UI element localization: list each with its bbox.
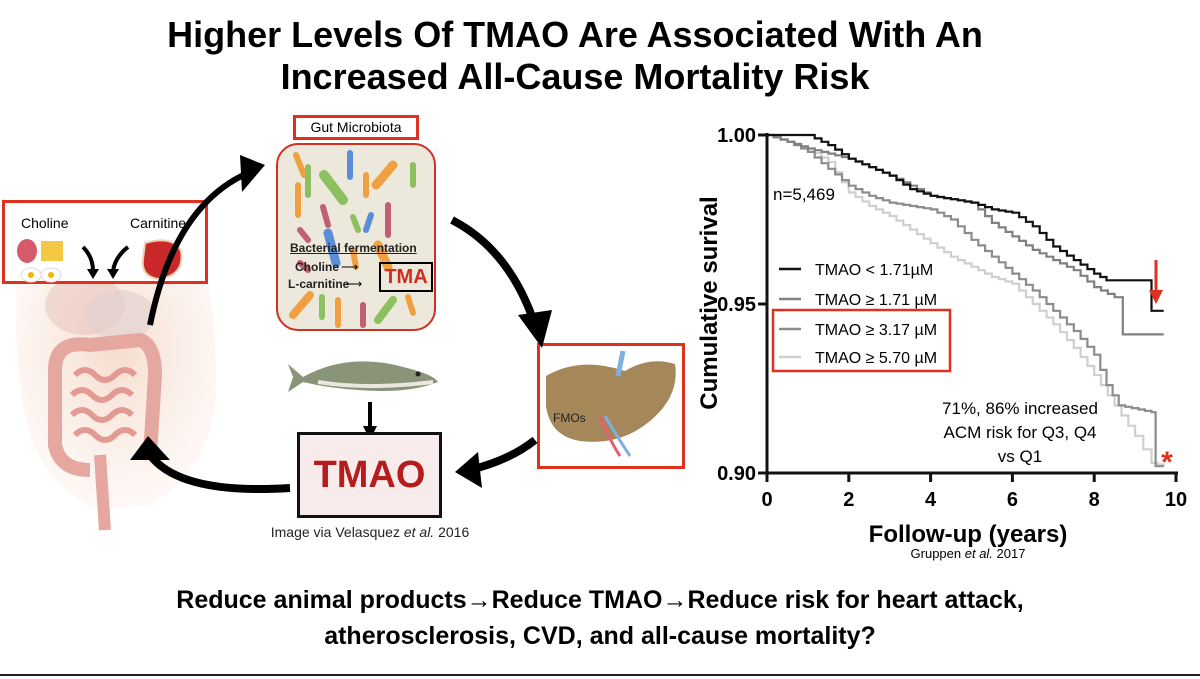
shellfish-icon	[17, 239, 37, 263]
liver-illustration	[546, 350, 676, 457]
legend-item: TMAO ≥ 1.71 µM	[779, 292, 937, 309]
gut-microbiota-label-box: Gut Microbiota	[293, 115, 419, 140]
sample-size-annotation: n=5,469	[773, 185, 835, 204]
bottom-line-2: atherosclerosis, CVD, and all-cause mort…	[324, 622, 876, 650]
carnitine-label: Carnitine	[130, 215, 187, 231]
food-icons	[17, 239, 183, 283]
significance-asterisk: *	[1161, 446, 1173, 479]
risk-annotation-line-1: 71%, 86% increased	[942, 399, 1098, 418]
bacteria-box: Bacterial fermentation Choline ⟶ L-carni…	[276, 143, 436, 331]
arrow-right-icon: ⟶	[341, 260, 359, 274]
slide-title: Higher Levels Of TMAO Are Associated Wit…	[0, 14, 1150, 98]
choline-arrow-label: Choline	[295, 260, 339, 274]
legend-label: TMAO ≥ 5.70 µM	[815, 350, 937, 367]
x-tick-label: 8	[1089, 489, 1100, 511]
bottom-divider	[0, 674, 1200, 676]
bottom-line-1: Reduce animal products→Reduce TMAO→Reduc…	[176, 586, 1024, 614]
eggs-icon	[20, 267, 62, 283]
axis-ticks: 0 2 4 6 8 10 0.90 0.95 1.00	[717, 125, 1187, 511]
tmao-box: TMAO	[297, 432, 442, 518]
title-line-1: Higher Levels Of TMAO Are Associated Wit…	[167, 14, 983, 55]
dietary-sources-box: Choline Carnitine	[2, 200, 208, 284]
curved-arrow-icon	[147, 155, 265, 326]
legend-item: TMAO ≥ 3.17 µM	[779, 322, 937, 339]
legend-highlight-box	[771, 308, 952, 373]
lcarnitine-arrow-label: L-carnitine	[288, 277, 350, 291]
survival-chart: 0 2 4 6 8 10 0.90 0.95 1.00 Cumulative surival F…	[696, 125, 1187, 561]
x-tick-label: 10	[1165, 489, 1187, 511]
liver-box: FMOs	[537, 343, 685, 469]
x-axis-label: Follow-up (years)	[869, 521, 1068, 548]
series-line-3	[767, 133, 1165, 467]
curved-arrow-icon	[130, 436, 291, 494]
bottom-message: Reduce animal products→Reduce TMAO→Reduc…	[0, 582, 1200, 654]
fish-illustration	[288, 361, 438, 392]
x-tick-label: 4	[925, 489, 937, 511]
x-tick-label: 6	[1007, 489, 1018, 511]
legend-item: TMAO < 1.71µM	[779, 262, 933, 279]
tma-label: TMA	[384, 266, 428, 288]
legend-label: TMAO ≥ 1.71 µM	[815, 292, 937, 309]
series-line-0	[767, 133, 1164, 312]
cycle-arrows	[130, 155, 552, 494]
gut-microbiota-label: Gut Microbiota	[310, 119, 402, 135]
tma-box: TMA	[379, 262, 433, 292]
choline-label: Choline	[21, 215, 69, 231]
title-line-2: Increased All-Cause Mortality Risk	[280, 56, 870, 97]
curved-arrow-icon	[455, 436, 538, 488]
chart-source: Gruppen et al. 2017	[911, 546, 1026, 561]
fmos-label: FMOs	[553, 411, 586, 425]
down-arrow-icon	[107, 245, 130, 279]
legend-item: TMAO ≥ 5.70 µM	[779, 350, 937, 367]
cheese-icon	[41, 241, 63, 261]
x-tick-label: 0	[761, 489, 772, 511]
survival-curves	[767, 133, 1165, 468]
tmao-label: TMAO	[313, 454, 426, 496]
x-tick-label: 2	[843, 489, 854, 511]
y-axis-label: Cumulative surival	[696, 196, 723, 409]
red-down-arrow-icon	[1149, 260, 1163, 304]
bacterial-fermentation-label: Bacterial fermentation	[290, 241, 417, 255]
curved-arrow-icon	[450, 216, 552, 348]
legend-label: TMAO ≥ 3.17 µM	[815, 322, 937, 339]
risk-annotation-line-2: ACM risk for Q3, Q4	[943, 423, 1096, 442]
y-tick-label: 1.00	[717, 125, 756, 147]
image-caption: Image via Velasquez et al. 2016	[270, 524, 470, 540]
y-tick-label: 0.95	[717, 294, 756, 316]
risk-annotation-line-3: vs Q1	[998, 447, 1042, 466]
intestine-illustration	[16, 245, 216, 531]
legend: TMAO < 1.71µM TMAO ≥ 1.71 µM TMAO ≥ 3.17 µ…	[779, 262, 937, 367]
tmao-pathway-diagram: Choline Carnitine Gut Microbiota	[0, 110, 690, 550]
legend-label: TMAO < 1.71µM	[815, 262, 933, 279]
series-line-2	[767, 133, 1164, 468]
y-tick-label: 0.90	[717, 463, 756, 485]
down-arrow-icon	[81, 245, 99, 279]
arrow-right-icon: ⟶	[345, 277, 363, 291]
